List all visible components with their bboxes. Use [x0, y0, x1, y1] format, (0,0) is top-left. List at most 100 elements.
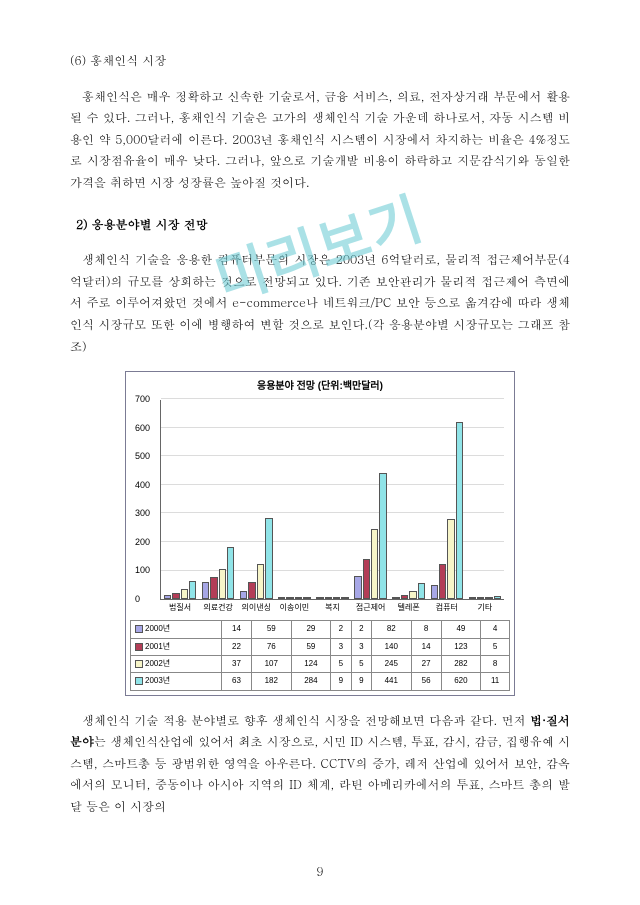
- chart-bar: [295, 597, 302, 599]
- table-cell: 2: [351, 621, 371, 638]
- table-cell: 620: [441, 673, 481, 690]
- table-row: 2003년63182284994415662011: [131, 673, 510, 690]
- chart-bar: [181, 589, 188, 600]
- table-cell: 123: [441, 638, 481, 655]
- chart-xlabel: 컴퓨터: [436, 601, 458, 615]
- chart-bar: [210, 577, 217, 599]
- chart-bar: [494, 596, 501, 599]
- chart-bar: [240, 591, 247, 599]
- chart-ytick: 200: [135, 534, 150, 550]
- table-cell: 9: [351, 673, 371, 690]
- paragraph-2: 생체인식 기술을 응용한 컴퓨터부문의 시장은 2003년 6억달러로, 물리적…: [70, 249, 570, 357]
- chart-xlabel: 복지: [325, 601, 340, 615]
- table-cell: 22: [221, 638, 251, 655]
- section-heading-6: (6) 홍채인식 시장: [70, 50, 570, 72]
- table-cell: 107: [251, 655, 291, 672]
- chart-bar: [333, 597, 340, 599]
- table-row: 2000년14592922828494: [131, 621, 510, 638]
- legend-label: 2001년: [145, 640, 170, 654]
- table-cell: 8: [411, 621, 441, 638]
- chart-data-table: 2000년145929228284942001년2276593314014123…: [130, 620, 510, 691]
- chart-bar: [316, 597, 323, 599]
- chart-bar: [354, 576, 361, 599]
- chart-xlabel: 기타: [478, 601, 493, 615]
- chart-bar: [485, 597, 492, 599]
- chart-container: 응용분야 전망 (단위:백만달러) 0100200300400500600700…: [125, 371, 515, 696]
- chart-plot-area: 0100200300400500600700법질서의료건강의이낸싱이송이민복지접…: [160, 400, 504, 600]
- chart-ytick: 600: [135, 420, 150, 436]
- chart-bar: [409, 591, 416, 599]
- chart-title: 응용분야 전망 (단위:백만달러): [130, 378, 510, 396]
- legend-cell: 2003년: [131, 673, 222, 690]
- chart-bar: [164, 595, 171, 599]
- table-cell: 282: [441, 655, 481, 672]
- legend-label: 2002년: [145, 657, 170, 671]
- table-cell: 182: [251, 673, 291, 690]
- chart-bar-group: 법질서: [164, 581, 197, 599]
- chart-xlabel: 이송이민: [280, 601, 309, 615]
- chart-bar-group: 접근제어: [354, 473, 387, 599]
- table-cell: 11: [481, 673, 510, 690]
- chart-ytick: 400: [135, 477, 150, 493]
- table-cell: 3: [331, 638, 351, 655]
- chart-bar-group: 의료건강: [202, 547, 235, 599]
- chart-bar: [257, 564, 264, 599]
- chart-gridline: [161, 398, 504, 399]
- chart-bar: [172, 593, 179, 599]
- chart-ytick: 500: [135, 448, 150, 464]
- table-cell: 49: [441, 621, 481, 638]
- chart-xlabel: 접근제어: [356, 601, 385, 615]
- table-cell: 3: [351, 638, 371, 655]
- chart-xlabel: 의료건강: [203, 601, 232, 615]
- table-cell: 441: [371, 673, 411, 690]
- chart-bar: [303, 597, 310, 600]
- legend-swatch: [135, 643, 143, 651]
- legend-swatch: [135, 625, 143, 633]
- chart-bar: [202, 582, 209, 599]
- table-cell: 29: [291, 621, 331, 638]
- table-cell: 63: [221, 673, 251, 690]
- chart-bar-group: 텔레폰: [392, 583, 425, 599]
- table-cell: 5: [481, 638, 510, 655]
- legend-swatch: [135, 660, 143, 668]
- chart-bar-group: 컴퓨터: [431, 422, 464, 599]
- table-cell: 14: [411, 638, 441, 655]
- chart-bar: [371, 529, 378, 599]
- legend-swatch: [135, 677, 143, 685]
- page-number: 9: [316, 861, 323, 883]
- chart-bar: [439, 564, 446, 599]
- table-row: 2001년22765933140141235: [131, 638, 510, 655]
- subtitle-2: 2) 응용분야별 시장 전망: [76, 214, 570, 236]
- chart-bar-group: 이송이민: [278, 597, 311, 600]
- paragraph-1: 홍채인식은 매우 정확하고 신속한 기술로서, 금융 서비스, 의료, 전자상거…: [70, 86, 570, 194]
- table-cell: 245: [371, 655, 411, 672]
- chart-xlabel: 의이낸싱: [242, 601, 271, 615]
- table-cell: 5: [331, 655, 351, 672]
- legend-label: 2003년: [145, 674, 170, 688]
- chart-xlabel: 법질서: [169, 601, 191, 615]
- chart-bar-group: 기타: [469, 596, 502, 599]
- legend-cell: 2000년: [131, 621, 222, 638]
- chart-bar: [392, 597, 399, 599]
- chart-bar: [325, 597, 332, 599]
- chart-bar: [265, 518, 272, 599]
- chart-bar: [219, 569, 226, 600]
- chart-bar: [379, 473, 386, 599]
- chart-ytick: 300: [135, 505, 150, 521]
- table-cell: 124: [291, 655, 331, 672]
- chart-ytick: 0: [135, 591, 140, 607]
- table-cell: 4: [481, 621, 510, 638]
- table-cell: 76: [251, 638, 291, 655]
- table-cell: 27: [411, 655, 441, 672]
- legend-cell: 2001년: [131, 638, 222, 655]
- chart-bar-group: 의이낸싱: [240, 518, 273, 599]
- table-cell: 140: [371, 638, 411, 655]
- chart-bar: [363, 559, 370, 599]
- table-cell: 59: [251, 621, 291, 638]
- para3-text-a: 생체인식 기술 적용 분야별로 향후 생체인식 시장을 전망해보면 다음과 같다…: [82, 712, 530, 729]
- chart-bar: [418, 583, 425, 599]
- chart-bar: [189, 581, 196, 599]
- table-cell: 82: [371, 621, 411, 638]
- chart-ytick: 100: [135, 562, 150, 578]
- chart-bar: [227, 547, 234, 599]
